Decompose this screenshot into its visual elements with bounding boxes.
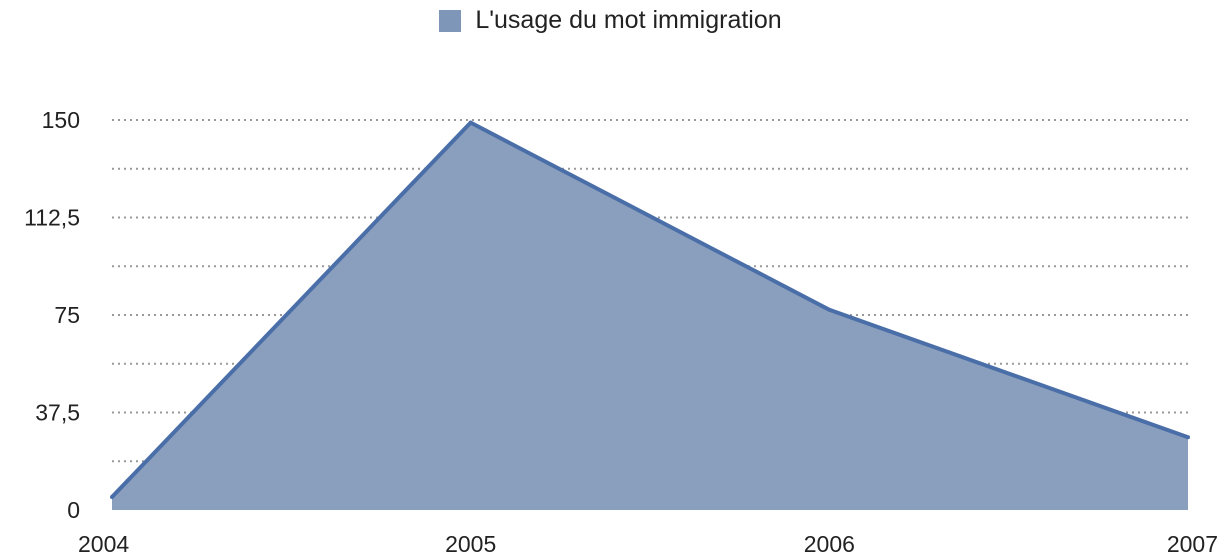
x-tick-label: 2005 <box>445 531 496 556</box>
legend-label: L'usage du mot immigration <box>475 6 782 34</box>
data-point-2004 <box>110 495 114 499</box>
y-tick-label: 37,5 <box>35 400 80 426</box>
series-line <box>110 120 1189 499</box>
y-tick-label: 112,5 <box>24 205 80 231</box>
x-tick-label: 2007 <box>1167 531 1218 556</box>
legend-swatch <box>439 9 462 32</box>
data-point-2007 <box>1186 435 1190 440</box>
y-axis-labels: 0 37,5 75 112,5 150 <box>24 107 80 523</box>
y-tick-label: 150 <box>42 107 80 133</box>
series-area <box>112 122 1188 510</box>
data-area-layer <box>110 120 1190 510</box>
x-tick-label: 2006 <box>804 531 855 556</box>
x-axis-labels: 2004 2005 2006 2007 <box>78 531 1218 556</box>
y-tick-label: 75 <box>54 302 80 328</box>
x-tick-label: 2004 <box>78 531 129 556</box>
data-point-2005 <box>468 120 473 125</box>
data-point-2006 <box>827 307 832 312</box>
y-tick-label: 0 <box>67 497 80 523</box>
chart-legend: L'usage du mot immigration <box>0 6 1221 35</box>
